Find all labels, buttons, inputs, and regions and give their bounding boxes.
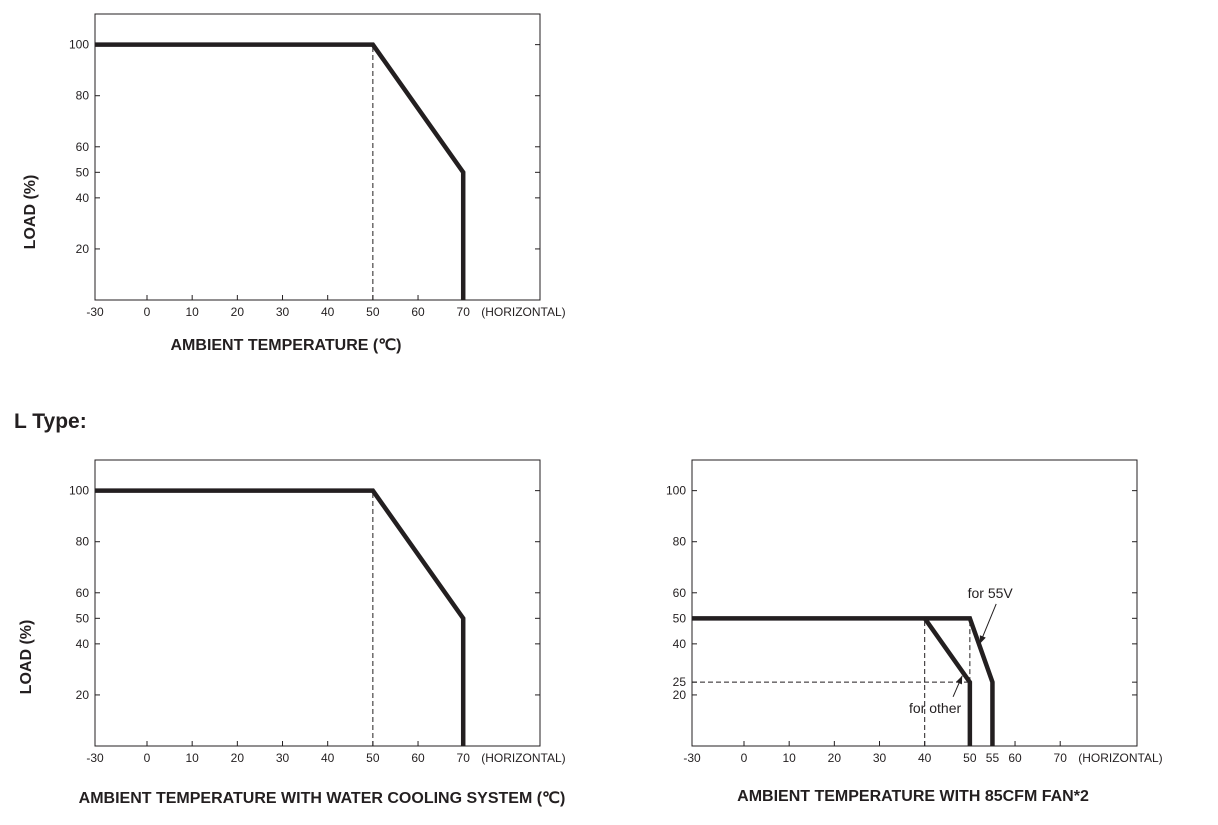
x-tick-label: 30 (276, 751, 290, 765)
x-tick-label: 70 (457, 751, 471, 765)
x-axis-suffix: (HORIZONTAL) (1078, 751, 1162, 765)
x-tick-label: 60 (411, 305, 425, 319)
y-tick-label: 40 (673, 637, 687, 651)
x-axis-suffix: (HORIZONTAL) (481, 305, 565, 319)
y-tick-label: 25 (673, 675, 687, 689)
x-axis-title: AMBIENT TEMPERATURE WITH 85CFM FAN*2 (737, 788, 1089, 805)
y-axis-title: LOAD (%) (22, 175, 39, 250)
chart-1: 20 40 50 60 80 100 -30 0 10 20 30 40 50 60 70 (HORIZONT… (22, 13, 566, 354)
x-tick-label: -30 (86, 305, 104, 319)
x-axis-title: AMBIENT TEMPERATURE WITH WATER COOLING S… (79, 790, 566, 807)
y-tick-label: 100 (666, 484, 686, 498)
x-axis-title: AMBIENT TEMPERATURE (℃) (171, 337, 402, 354)
x-tick-label: -30 (683, 751, 701, 765)
x-tick-label: 50 (366, 751, 380, 765)
x-tick-label: 10 (185, 751, 199, 765)
y-tick-label: 20 (76, 242, 90, 256)
x-tick-label: 40 (321, 751, 335, 765)
annotation-arrowhead (979, 635, 986, 644)
plot-frame (94, 459, 541, 747)
series-line-1 (95, 488, 466, 746)
annotation-arrowhead (956, 675, 963, 685)
x-tick-label: 0 (741, 751, 748, 765)
x-tick-label: 10 (185, 305, 199, 319)
x-tick-label: 40 (918, 751, 932, 765)
x-axis-suffix: (HORIZONTAL) (481, 751, 565, 765)
y-tick-label: 40 (76, 637, 90, 651)
y-tick-label: 50 (673, 611, 687, 625)
series-line-1 (95, 42, 466, 300)
chart-2: 20 40 50 60 80 100 -30 0 10 20 30 40 50 60 70 (HORIZONT… (18, 459, 566, 807)
x-tick-label: 70 (457, 305, 471, 319)
x-tick-label: 0 (144, 751, 151, 765)
x-tick-label: 20 (231, 305, 245, 319)
plot-frame (94, 13, 541, 301)
y-tick-label: 60 (76, 140, 90, 154)
y-tick-label: 80 (673, 535, 687, 549)
x-tick-label: 10 (782, 751, 796, 765)
y-tick-label: 100 (69, 484, 89, 498)
x-tick-label: 70 (1054, 751, 1068, 765)
section-title: L Type: (14, 410, 87, 433)
series-line-2 (922, 617, 973, 746)
y-tick-label: 40 (76, 191, 90, 205)
x-tick-label: 50 (963, 751, 977, 765)
y-axis-title: LOAD (%) (18, 620, 35, 695)
x-tick-label: 55 (986, 751, 1000, 765)
y-tick-label: 50 (76, 165, 90, 179)
series-line-1 (692, 616, 995, 746)
y-tick-label: 50 (76, 611, 90, 625)
y-tick-label: 20 (76, 688, 90, 702)
x-tick-label: -30 (86, 751, 104, 765)
y-tick-label: 80 (76, 535, 90, 549)
y-tick-label: 20 (673, 688, 687, 702)
x-tick-label: 30 (873, 751, 887, 765)
annotation-label: for other (909, 700, 961, 716)
x-tick-label: 50 (366, 305, 380, 319)
annotation-label: for 55V (968, 585, 1014, 601)
x-tick-label: 30 (276, 305, 290, 319)
x-tick-label: 0 (144, 305, 151, 319)
y-tick-label: 60 (76, 586, 90, 600)
x-tick-label: 60 (1008, 751, 1022, 765)
x-tick-label: 60 (411, 751, 425, 765)
plot-frame (691, 459, 1138, 747)
y-tick-label: 60 (673, 586, 687, 600)
y-tick-label: 80 (76, 89, 90, 103)
y-tick-label: 100 (69, 38, 89, 52)
x-tick-label: 20 (231, 751, 245, 765)
x-tick-label: 40 (321, 305, 335, 319)
x-tick-label: 20 (828, 751, 842, 765)
